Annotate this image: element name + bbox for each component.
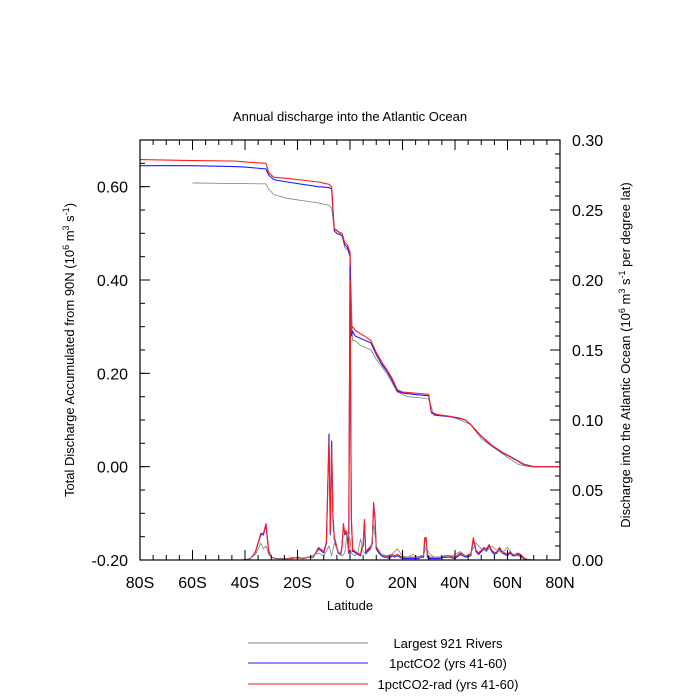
y-left-tick-label: 0.40 [97, 273, 128, 290]
legend-label: 1pctCO2-rad (yrs 41-60) [378, 677, 519, 692]
y-right-tick-label: 0.25 [572, 203, 603, 220]
y-right-tick-label: 0.15 [572, 343, 603, 360]
legend-label: 1pctCO2 (yrs 41-60) [389, 656, 507, 671]
series-line-accumulated-0 [192, 182, 560, 468]
legend-label: Largest 921 Rivers [393, 636, 503, 651]
y-right-axis-label: Discharge into the Atlantic Ocean (106 m… [617, 182, 633, 527]
y-left-tick-label: 0.00 [97, 460, 128, 477]
y-right-axis-ticks: 0.00 0.05 0.10 0.15 0.20 0.25 0.30 [550, 133, 603, 570]
x-tick-label: 40S [231, 575, 259, 592]
x-tick-label: 20S [283, 575, 311, 592]
y-right-tick-label: 0.00 [572, 553, 603, 570]
y-right-tick-label: 0.10 [572, 413, 603, 430]
x-axis-label: Latitude [327, 598, 373, 613]
x-tick-label: 0 [346, 575, 355, 592]
series-line-per-degree-5 [140, 524, 560, 561]
x-tick-label: 60S [178, 575, 206, 592]
x-tick-label: 40N [440, 575, 469, 592]
chart-title: Annual discharge into the Atlantic Ocean [233, 109, 467, 124]
y-right-tick-label: 0.05 [572, 483, 603, 500]
y-left-tick-label: 0.20 [97, 366, 128, 383]
x-tick-label: 20N [388, 575, 417, 592]
y-left-axis-label: Total Discharge Accumulated from 90N (10… [61, 203, 77, 497]
plot-area [139, 159, 560, 561]
series-line-accumulated-2 [139, 159, 560, 468]
y-left-tick-label: 0.60 [97, 180, 128, 197]
y-right-tick-label: 0.20 [572, 273, 603, 290]
x-tick-label: 80N [545, 575, 574, 592]
x-tick-label: 60N [493, 575, 522, 592]
chart-legend: Largest 921 Rivers 1pctCO2 (yrs 41-60) 1pc… [248, 636, 518, 692]
x-tick-label: 80S [126, 575, 154, 592]
y-left-axis-ticks: -0.20 0.00 0.20 0.40 0.60 [92, 139, 150, 570]
y-left-tick-label: -0.20 [92, 553, 129, 570]
y-right-tick-label: 0.30 [572, 133, 603, 150]
series-line-per-degree-4 [140, 279, 560, 561]
x-axis-ticks: 80S 60S 40S 20S 0 20N 40N 60N 80N [126, 140, 575, 592]
